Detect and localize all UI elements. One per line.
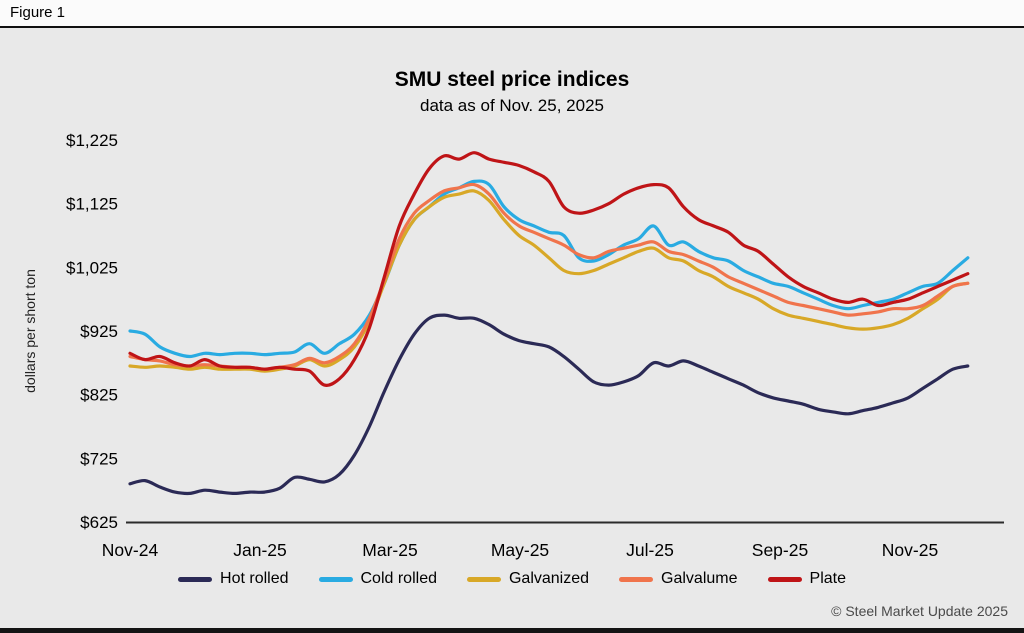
y-tick-label: $725 xyxy=(80,449,118,468)
y-axis-title: dollars per short ton xyxy=(22,269,38,393)
x-tick-label: Sep-25 xyxy=(752,540,808,560)
legend-item-cold-rolled: Cold rolled xyxy=(318,570,437,588)
legend-line-swatch xyxy=(318,576,353,582)
figure-label: Figure 1 xyxy=(0,0,1024,28)
y-tick-label: $1,025 xyxy=(66,258,118,277)
series-line-plate xyxy=(128,151,970,387)
legend-label: Hot rolled xyxy=(220,570,289,587)
x-tick-label: Jan-25 xyxy=(233,540,287,560)
x-tick-label: Mar-25 xyxy=(362,540,417,560)
legend-line-swatch xyxy=(619,576,654,582)
series-line-hot-rolled xyxy=(128,313,970,496)
legend-item-plate: Plate xyxy=(767,570,846,588)
legend-label: Plate xyxy=(809,570,846,587)
legend-item-galvalume: Galvalume xyxy=(619,570,738,588)
legend-line-swatch xyxy=(466,576,501,582)
legend-item-hot-rolled: Hot rolled xyxy=(178,570,289,588)
series-line-galvalume xyxy=(128,182,970,371)
legend-label: Cold rolled xyxy=(360,570,437,587)
x-tick-label: Nov-24 xyxy=(102,540,159,560)
y-tick-label: $925 xyxy=(80,322,118,341)
series-line-galvanized xyxy=(128,189,970,373)
chart-legend: Hot rolled Cold rolled Galvanized Galvalume… xyxy=(0,570,1024,588)
legend-label: Galvanized xyxy=(508,570,590,587)
bottom-border-bar xyxy=(0,628,1024,633)
series-line-cold-rolled xyxy=(128,179,970,359)
x-tick-label: Nov-25 xyxy=(882,540,938,560)
y-tick-label: $1,125 xyxy=(66,195,118,214)
chart-subtitle: data as of Nov. 25, 2025 xyxy=(420,96,604,115)
copyright-text: © Steel Market Update 2025 xyxy=(831,603,1008,619)
y-tick-label: $625 xyxy=(80,513,118,532)
legend-line-swatch xyxy=(178,576,213,582)
legend-label: Galvalume xyxy=(661,570,738,587)
y-tick-label: $1,225 xyxy=(66,131,118,150)
y-tick-label: $825 xyxy=(80,386,118,405)
legend-line-swatch xyxy=(767,576,802,582)
x-tick-label: May-25 xyxy=(491,540,549,560)
chart-title: SMU steel price indices xyxy=(394,68,630,91)
legend-item-galvanized: Galvanized xyxy=(466,570,590,588)
x-tick-label: Jul-25 xyxy=(626,540,674,560)
